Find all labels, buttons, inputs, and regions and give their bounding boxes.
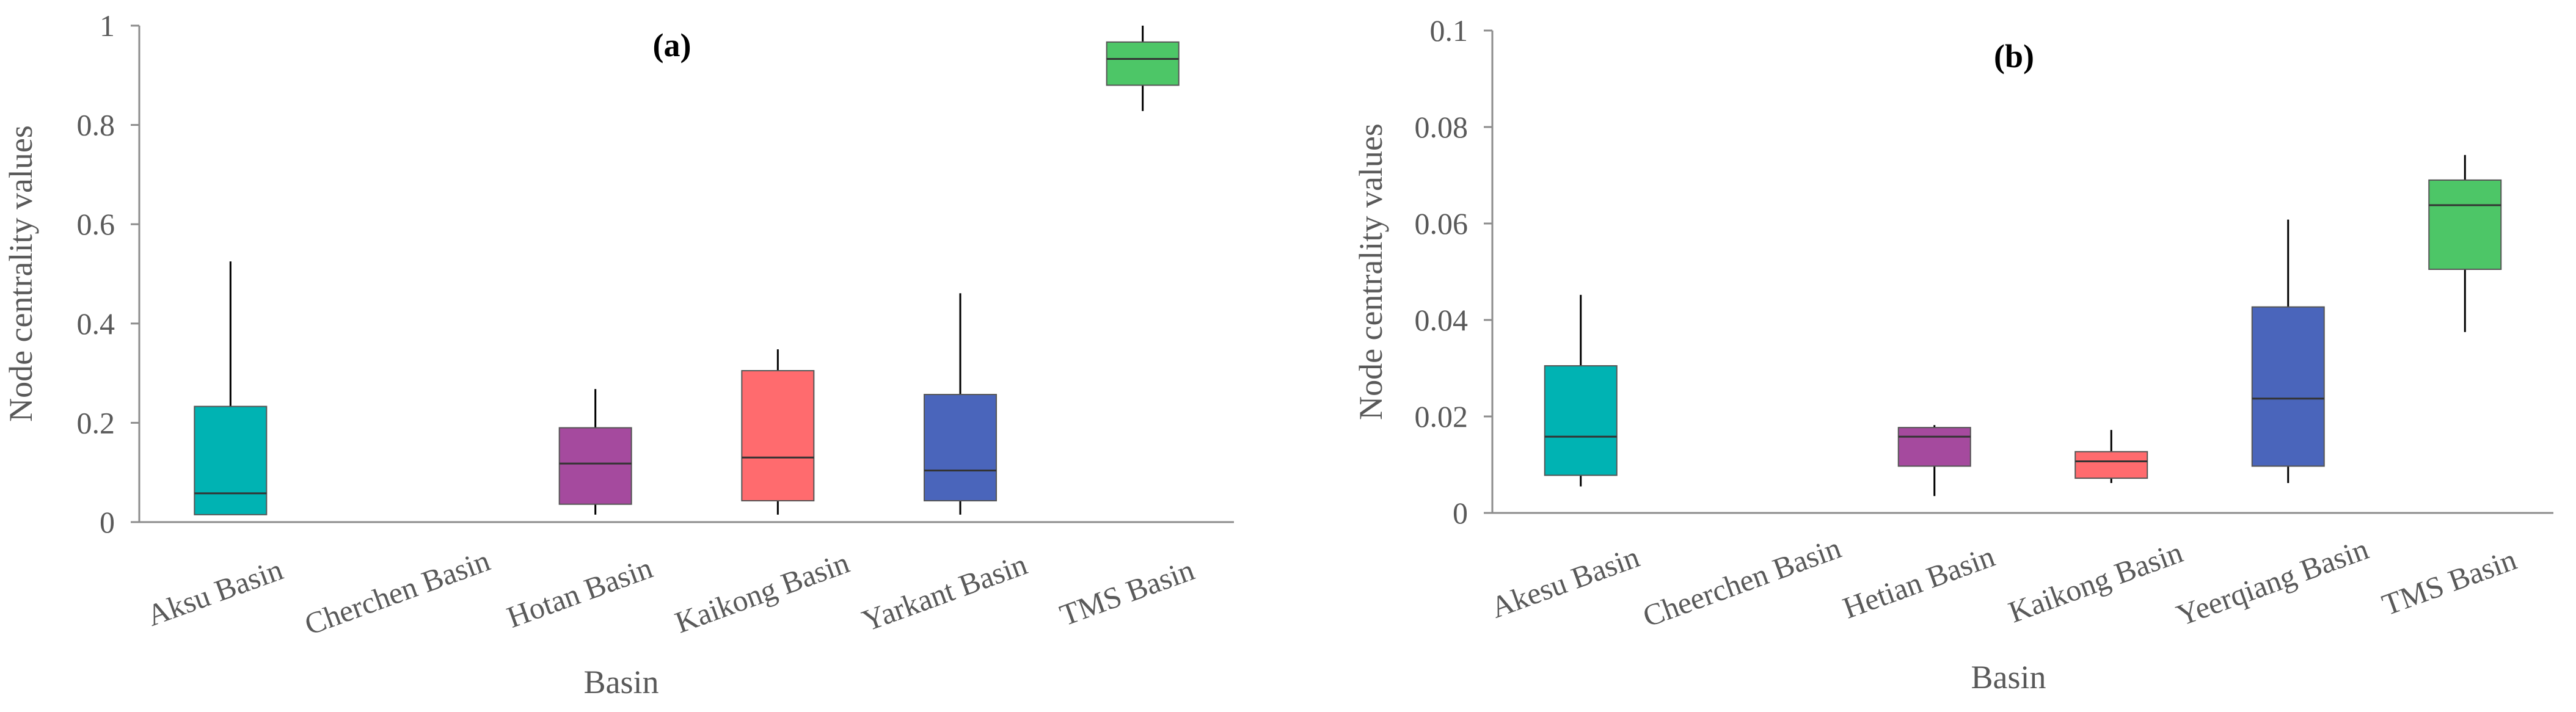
x-tick-label: Aksu Basin xyxy=(142,552,287,633)
y-tick-label: 0.08 xyxy=(1415,110,1469,144)
chart-panel-a: 0 0.2 0.4 0.6 0.8 1 Aksu Basin Cherchen Basin Ho… xyxy=(2,9,1234,700)
box-body xyxy=(1897,427,1971,467)
y-tick-label: 0 xyxy=(1453,496,1468,530)
x-tick-label: Hetian Basin xyxy=(1838,539,1999,625)
y-tick-label: 0.4 xyxy=(77,307,115,341)
y-axis-label: Node centrality values xyxy=(1352,123,1389,420)
x-tick-label: Cheerchen Basin xyxy=(1638,531,1845,634)
box-body xyxy=(2251,306,2325,467)
panel-title: (b) xyxy=(1994,38,2034,74)
x-tick-label: Hotan Basin xyxy=(502,550,657,634)
box-yarkant-basin xyxy=(924,293,997,515)
y-tick-label: 0.6 xyxy=(77,207,115,241)
box-yeerqiang-basin xyxy=(2251,219,2325,484)
box-aksu-basin xyxy=(194,261,268,515)
box-body xyxy=(1106,41,1180,86)
x-axis-label: Basin xyxy=(1971,659,2046,696)
y-tick-label: 1 xyxy=(100,9,115,43)
box-body xyxy=(1544,365,1618,476)
x-tick-label: Akesu Basin xyxy=(1486,539,1644,625)
x-tick-label: Yarkant Basin xyxy=(858,547,1032,638)
box-body xyxy=(2428,179,2502,271)
box-body xyxy=(924,394,997,502)
x-tick-label: Yeerqiang Basin xyxy=(2172,531,2373,632)
panel-title: (a) xyxy=(653,27,691,64)
box-kaikong-basin xyxy=(741,349,815,515)
x-tick-label: Kaikong Basin xyxy=(671,545,854,640)
box-tms-basin xyxy=(1106,26,1180,111)
box-kaikong-basin xyxy=(2074,430,2148,484)
x-tick-label: TMS Basin xyxy=(1056,553,1199,633)
y-tick-label: 0.04 xyxy=(1415,303,1469,337)
box-akesu-basin xyxy=(1544,294,1618,487)
box-hotan-basin xyxy=(558,389,632,515)
box-hetian-basin xyxy=(1897,425,1971,496)
y-tick-label: 0.2 xyxy=(77,405,115,440)
y-axis-label: Node centrality values xyxy=(2,125,39,422)
x-tick-label: Kaikong Basin xyxy=(2004,535,2187,630)
box-body xyxy=(194,405,268,515)
x-tick-label: Cherchen Basin xyxy=(300,543,494,641)
box-body xyxy=(558,427,632,505)
box-tms-basin xyxy=(2428,154,2502,332)
box-body xyxy=(2074,451,2148,479)
y-tick-label: 0.1 xyxy=(1430,13,1469,48)
y-tick-label: 0 xyxy=(100,505,115,539)
x-tick-label: TMS Basin xyxy=(2377,542,2521,622)
x-axis-label: Basin xyxy=(583,664,659,700)
box-body xyxy=(741,370,815,502)
chart-panel-b: 0 0.02 0.04 0.06 0.08 0.1 Akesu BasinCheerchen… xyxy=(1352,13,2553,696)
y-tick-label: 0.02 xyxy=(1415,399,1469,434)
y-tick-label: 0.06 xyxy=(1415,206,1469,241)
y-tick-label: 0.8 xyxy=(77,108,115,142)
